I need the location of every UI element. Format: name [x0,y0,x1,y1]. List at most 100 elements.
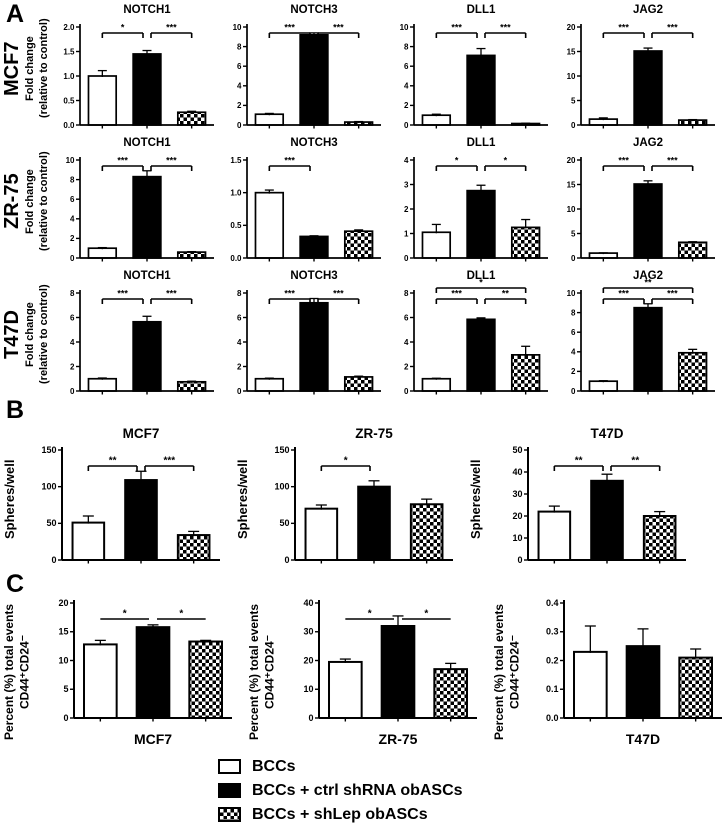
bar-chart: DLL1 0 1 2 3 4 * * [404,137,548,263]
y-tick-label: 6 [70,313,75,322]
bar [421,231,452,259]
y-tick-label: 4 [404,338,409,347]
bar [678,656,713,719]
percent-axis-label: Percent (%) total events CD44⁺CD24⁻ [247,586,279,758]
chart-title: NOTCH3 [290,4,337,16]
y-tick-label: 4 [571,348,576,357]
y-tick-label: 1.5 [230,156,242,165]
spheres-axis-label: Spheres/well [468,459,483,539]
y-tick-label: 10 [66,156,75,165]
significance-label: *** [618,156,629,166]
significance-label: *** [667,289,678,299]
panel-c-chart-block-zr75: Percent (%) total events CD44⁺CD24⁻ 0 10 2… [247,586,484,758]
y-tick-label: 5 [571,229,576,238]
y-tick-label: 2 [404,205,409,214]
significance-label: *** [500,23,511,33]
significance-label: *** [667,156,678,166]
y-tick-label: 2 [404,101,409,110]
bar [677,241,708,259]
panel-b-label: B [6,396,25,424]
significance-label: ** [644,278,652,288]
bar [87,377,118,392]
bar [176,534,211,561]
bar [328,660,363,719]
significance-label: * [455,156,459,166]
bar [466,189,496,259]
bar [299,301,329,392]
chart-xlabel: T47D [626,731,660,747]
chart-title: NOTCH3 [290,137,337,149]
chart-title: DLL1 [467,270,496,282]
chart-c-t47d: 0.0 0.1 0.2 0.3 0.4 T47D [524,586,725,758]
bar [87,75,118,126]
significance-label: * [504,156,508,166]
panel-b-chart-block-t47d: Spheres/well T47D 0 10 20 30 40 50 ** ** [468,424,693,574]
y-tick-label: 8 [404,42,409,51]
y-tick-label: 20 [567,23,576,32]
legend-label-bccs: BCCs [252,757,296,775]
y-tick-label: 5 [571,96,576,105]
bar [254,113,285,126]
y-tick-label: 6 [404,313,409,322]
fold-change-axis-label: Fold change (relative to control) [24,135,54,268]
panel-b: Spheres/well MCF7 0 50 100 150 ** *** Spheres/… [2,424,693,574]
y-tick-label: 0 [404,254,409,263]
fold-change-line2: (relative to control) [37,151,50,252]
chart-title: NOTCH3 [290,270,337,282]
significance-label: *** [451,23,462,33]
y-tick-label: 0 [284,555,289,565]
chart-a-mcf7-jag2: JAG2 0 5 10 15 20 *** *** [555,2,722,135]
bar-chart: 0 5 10 15 20 * * MCF7 [58,598,232,747]
chart-title: DLL1 [467,4,496,16]
y-tick-label: 15 [58,627,68,637]
bar-chart: NOTCH3 0.0 0.5 1.0 1.5 *** [230,137,381,263]
chart-a-t47d-notch1: NOTCH1 0 2 4 6 8 *** *** [54,268,221,401]
chart-a-mcf7-notch3: NOTCH3 0 2 4 6 8 10 *** *** [221,2,388,135]
y-tick-label: 2 [237,362,242,371]
panel-b-chart-block-zr75: Spheres/well ZR-75 0 50 100 150 * [235,424,460,574]
percent-axis-line2: CD44⁺CD24⁻ [262,634,277,710]
bar [299,33,329,126]
y-tick-label: 6 [404,62,409,71]
legend-label-ctrl-shrna: BCCs + ctrl shRNA obASCs [252,781,463,799]
bar [132,320,162,392]
y-tick-label: 4 [404,82,409,91]
y-tick-label: 6 [237,313,242,322]
legend-item-ctrl-shrna: BCCs + ctrl shRNA obASCs [218,780,463,801]
spheres-axis-label: Spheres/well [235,459,250,539]
bar-chart: 0.0 0.1 0.2 0.3 0.4 T47D [546,598,722,747]
fold-change-line2: (relative to control) [37,18,50,119]
chart-b-zr75: ZR-75 0 50 100 150 * [255,424,460,574]
significance-label: ** [575,456,583,467]
bar [304,507,339,561]
fold-change-line1: Fold change [24,169,36,234]
bar [537,510,572,561]
y-tick-label: 0.0 [63,121,75,130]
y-tick-label: 0 [237,387,242,396]
y-tick-label: 30 [512,489,522,499]
y-tick-label: 0 [63,713,68,723]
bar [343,376,374,392]
bar [409,503,444,562]
bar [188,640,223,719]
bar-chart: NOTCH1 0 2 4 6 8 10 *** *** [66,137,214,263]
y-tick-label: 20 [58,598,68,608]
y-tick-label: 0 [51,555,56,565]
legend-item-bccs: BCCs [218,756,463,777]
chart-title: JAG2 [633,270,663,282]
y-tick-label: 8 [404,289,409,298]
bar-chart: JAG2 0 5 10 15 20 *** *** [567,137,715,263]
y-tick-label: 1 [404,229,409,238]
significance-label: *** [333,23,344,33]
bar [510,354,541,392]
bar [254,377,285,392]
y-tick-label: 0 [237,121,242,130]
bar [642,515,677,561]
chart-b-mcf7: MCF7 0 50 100 150 ** *** [22,424,227,574]
y-tick-label: 10 [567,289,576,298]
percent-axis-line1: Percent (%) total events [492,603,506,741]
bar [299,235,329,259]
bar [466,318,496,392]
